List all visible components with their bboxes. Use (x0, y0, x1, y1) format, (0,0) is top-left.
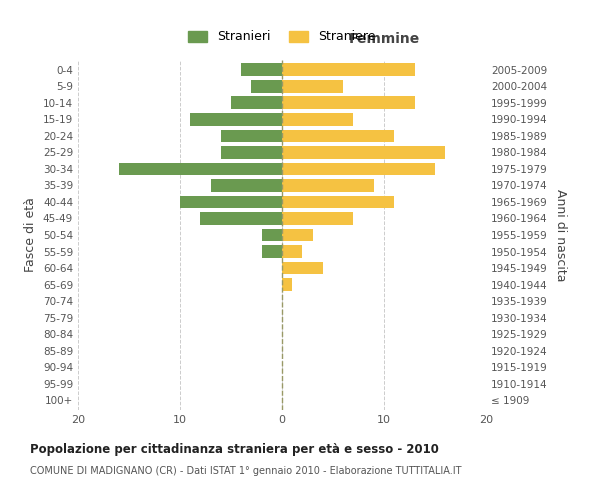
Bar (282, 212, 353, 225)
Bar (282, 262, 323, 274)
Bar (211, 179, 282, 192)
Bar (282, 228, 313, 241)
Text: Femmine: Femmine (349, 32, 419, 46)
Bar (282, 113, 353, 126)
Bar (231, 96, 282, 110)
Bar (190, 113, 282, 126)
Y-axis label: Fasce di età: Fasce di età (25, 198, 37, 272)
Bar (282, 64, 415, 76)
Bar (282, 196, 394, 208)
Bar (282, 96, 415, 110)
Bar (282, 80, 343, 93)
Text: Popolazione per cittadinanza straniera per età e sesso - 2010: Popolazione per cittadinanza straniera p… (30, 442, 439, 456)
Text: COMUNE DI MADIGNANO (CR) - Dati ISTAT 1° gennaio 2010 - Elaborazione TUTTITALIA.: COMUNE DI MADIGNANO (CR) - Dati ISTAT 1°… (30, 466, 461, 476)
Y-axis label: Anni di nascita: Anni di nascita (554, 188, 567, 281)
Bar (251, 80, 282, 93)
Bar (282, 130, 394, 142)
Bar (180, 196, 282, 208)
Bar (241, 64, 282, 76)
Bar (262, 228, 282, 241)
Bar (282, 162, 435, 175)
Bar (262, 245, 282, 258)
Bar (282, 146, 445, 159)
Legend: Stranieri, Straniere: Stranieri, Straniere (182, 24, 382, 50)
Bar (282, 179, 374, 192)
Bar (282, 278, 292, 291)
Bar (221, 146, 282, 159)
Bar (221, 130, 282, 142)
Bar (282, 245, 302, 258)
Bar (200, 212, 282, 225)
Bar (119, 162, 282, 175)
